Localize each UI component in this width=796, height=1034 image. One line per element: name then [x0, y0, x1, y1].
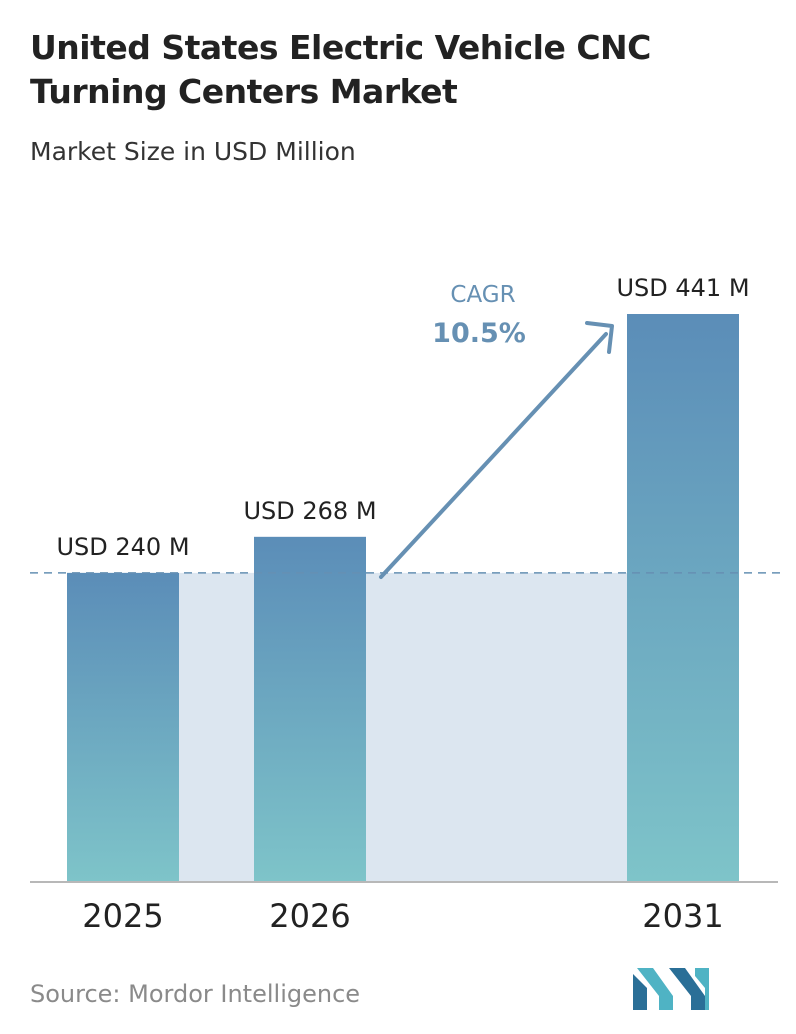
x-tick-label-2031: 2031 — [642, 897, 723, 935]
chart-title-line-2: Turning Centers Market — [30, 72, 458, 111]
cagr-arrow-head — [585, 321, 614, 354]
chart-title: United States Electric Vehicle CNC Turni… — [30, 26, 770, 114]
cagr-label: CAGR — [450, 282, 515, 308]
value-label-2026: USD 268 M — [243, 497, 376, 525]
chart-title-line-1: United States Electric Vehicle CNC — [30, 28, 651, 67]
value-label-2031: USD 441 M — [616, 274, 749, 302]
x-tick-label-2026: 2026 — [269, 897, 350, 935]
bar-2031 — [627, 314, 739, 882]
bar-2025 — [67, 572, 179, 882]
chart-subtitle: Market Size in USD Million — [30, 137, 356, 166]
source-note: Source: Mordor Intelligence — [30, 980, 361, 1008]
x-tick-label-2025: 2025 — [82, 897, 163, 935]
bar-2026 — [254, 536, 366, 882]
cagr-arrow-line — [379, 332, 608, 579]
cagr-value: 10.5% — [432, 318, 526, 349]
value-label-2025: USD 240 M — [56, 533, 189, 561]
mordor-intelligence-logo-icon — [633, 968, 709, 1010]
